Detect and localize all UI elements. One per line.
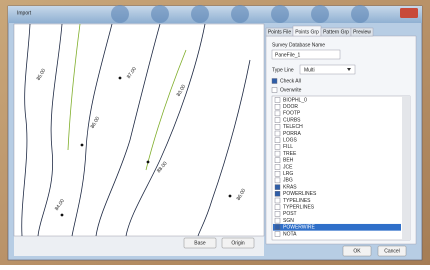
list-item-label: TREE [283,151,297,157]
list-item-label: FOOTP [283,111,301,117]
checkbox[interactable] [275,151,280,156]
list-item-label: POST [283,211,297,217]
checkbox[interactable] [275,131,280,136]
tab-label: Points File [268,29,292,35]
list-item-label: TYPERLINES [283,205,315,211]
tab-label: Points Grp [295,29,319,35]
checkbox[interactable] [275,191,280,196]
checkbox-label: Overwrite [280,87,302,93]
checkbox[interactable] [275,225,280,230]
checkbox[interactable] [275,218,280,223]
map-button-label: Origin [231,240,245,246]
list-item-label: LRG [283,171,293,177]
close-button[interactable] [400,8,418,18]
checkbox[interactable] [275,185,280,190]
list-item-label: JBG [283,178,293,184]
list-item-label: SGN [283,218,294,224]
dialog-button-label: OK [353,248,361,254]
tab-label: Pattern Grp [323,29,349,35]
list-item-label: CURBS [283,117,301,123]
checkbox[interactable] [275,138,280,143]
list-item-label: LOGS [283,138,298,144]
list-item-label: POWERWIRE [283,225,316,231]
checkbox[interactable] [272,88,277,93]
window-title: Import [17,10,32,16]
map-view [14,24,264,236]
list-item-label: TYPELINES [283,198,311,204]
checkbox[interactable] [275,124,280,129]
type-value: Multi [304,67,315,73]
list-item-label: NOTA [283,231,297,237]
list-item-label: TELECH [283,124,303,130]
map-button-label: Base [194,240,206,246]
screen: Import 85.0087.0086.0088.0084.0086.0083.… [0,0,430,265]
survey-label: Survey Database Name [272,42,325,48]
checkbox[interactable] [275,232,280,237]
checkbox[interactable] [275,111,280,116]
checkbox[interactable] [275,104,280,109]
list-item-label: FILL [283,144,293,150]
checkbox[interactable] [275,178,280,183]
list-item-label: KRAS [283,184,297,190]
checkbox[interactable] [275,158,280,163]
checkbox[interactable] [275,198,280,203]
survey-value: PaneFile_1 [275,52,301,58]
type-label: Type Line [272,67,294,73]
checkbox[interactable] [275,165,280,170]
scrollbar[interactable] [402,96,410,240]
checkbox[interactable] [275,211,280,216]
checkbox-label: Check All [280,78,301,84]
checkbox[interactable] [275,171,280,176]
list-item-label: JCE [283,164,293,170]
checkbox[interactable] [275,144,280,149]
tab-label: Preview [353,29,371,35]
list-item-label: BIOPHL_0 [283,97,307,103]
list-item-label: POWERLINES [283,191,317,197]
checkbox[interactable] [275,118,280,123]
list-item-label: PORRA [283,131,301,137]
checkbox[interactable] [275,98,280,103]
dialog-button-label: Cancel [384,248,400,254]
checkbox[interactable] [272,79,277,84]
list-item-label: DOOR [283,104,298,110]
list-item-label: BEH [283,158,294,164]
checkbox[interactable] [275,205,280,210]
